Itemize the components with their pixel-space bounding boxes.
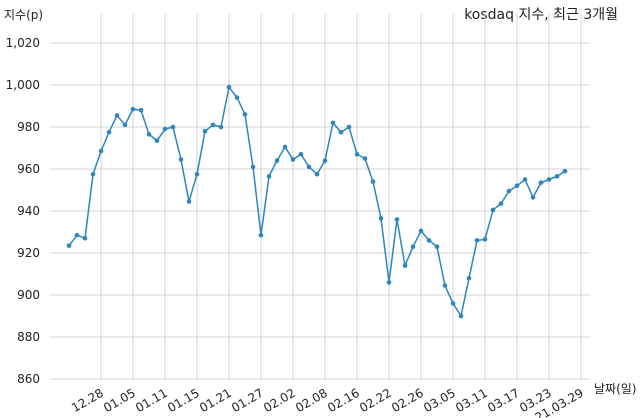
data-point	[522, 177, 528, 182]
data-point	[386, 280, 392, 285]
x-tick-label: 01.15	[165, 386, 202, 415]
data-point	[210, 122, 216, 128]
x-tick-label: 01.27	[229, 386, 266, 415]
x-tick-label: 02.26	[389, 386, 426, 415]
data-point	[122, 122, 128, 128]
x-tick-label: 01.11	[133, 386, 170, 415]
data-point	[314, 171, 320, 177]
series-line	[68, 86, 566, 317]
y-tick-label: 1,000	[6, 78, 40, 92]
data-point	[418, 228, 424, 234]
data-point	[458, 313, 464, 319]
data-point	[354, 152, 360, 157]
data-point	[226, 84, 232, 90]
series-line-layer	[68, 86, 566, 317]
data-points	[66, 84, 568, 319]
data-point	[362, 156, 368, 161]
data-point	[82, 236, 88, 241]
data-point	[514, 183, 520, 189]
x-tick-labels: 12.2801.0501.1101.1501.2101.2702.0202.08…	[69, 386, 586, 418]
y-tick-label: 980	[17, 120, 40, 134]
x-tick-label: 03.17	[485, 386, 522, 415]
x-tick-label: 12.28	[69, 386, 106, 415]
data-point	[562, 168, 568, 174]
data-point	[218, 124, 224, 130]
data-point	[394, 217, 400, 222]
data-point	[442, 283, 448, 288]
x-tick-label: 03.05	[421, 386, 458, 415]
data-point	[554, 174, 560, 179]
data-point	[242, 112, 248, 117]
data-point	[170, 124, 176, 130]
data-point	[298, 152, 304, 157]
x-tick-label: 02.02	[261, 386, 298, 415]
data-point	[474, 238, 480, 243]
data-point	[426, 238, 432, 243]
grid-lines	[50, 14, 590, 380]
data-point	[266, 174, 272, 179]
data-point	[410, 244, 416, 249]
data-point	[330, 120, 336, 126]
data-point	[154, 138, 160, 143]
data-point	[346, 124, 352, 130]
data-point	[138, 107, 144, 113]
data-point	[498, 201, 504, 206]
data-point	[378, 216, 384, 221]
data-point	[90, 171, 96, 177]
y-tick-label: 860	[17, 372, 40, 386]
y-tick-labels: 860 880 900 920 940 960 980 1,000 1,020	[6, 36, 40, 386]
data-point	[130, 106, 136, 112]
data-point	[162, 126, 168, 132]
x-tick-label: 01.21	[197, 386, 234, 415]
data-point	[466, 275, 472, 281]
data-point	[194, 171, 200, 177]
data-point	[434, 244, 440, 249]
data-point	[258, 232, 264, 238]
data-point	[506, 188, 512, 194]
data-point	[450, 301, 456, 306]
data-point	[290, 157, 296, 162]
y-tick-label: 880	[17, 330, 40, 344]
data-point	[274, 158, 280, 163]
data-point	[74, 232, 80, 238]
y-axis-label: 지수(p)	[4, 8, 44, 22]
data-point	[338, 129, 344, 135]
data-point	[322, 158, 328, 163]
data-point	[546, 177, 552, 182]
chart-title: kosdaq 지수, 최근 3개월	[464, 7, 618, 23]
y-tick-label: 960	[17, 162, 40, 176]
x-tick-label: 02.22	[357, 386, 394, 415]
y-tick-label: 1,020	[6, 36, 40, 50]
data-point	[538, 180, 544, 185]
x-tick-label: 03.11	[453, 386, 490, 415]
data-point	[306, 164, 312, 170]
data-point	[250, 164, 256, 170]
data-point	[146, 132, 152, 137]
data-point	[482, 237, 488, 242]
data-point	[106, 129, 112, 135]
data-point	[178, 157, 184, 162]
x-tick-label: 02.08	[293, 386, 330, 415]
data-point	[402, 263, 408, 268]
data-point	[234, 95, 240, 100]
data-point	[490, 207, 496, 213]
data-point	[114, 113, 120, 118]
data-point	[202, 128, 208, 134]
data-point	[98, 148, 104, 154]
x-tick-label: 02.16	[325, 386, 362, 415]
y-tick-label: 940	[17, 204, 40, 218]
x-axis-label: 날짜(일)	[594, 382, 637, 396]
data-point	[370, 179, 376, 184]
data-point	[530, 195, 536, 200]
y-tick-label: 900	[17, 288, 40, 302]
y-tick-label: 920	[17, 246, 40, 260]
data-point	[282, 144, 288, 150]
data-point	[186, 199, 192, 204]
data-point	[66, 243, 72, 248]
x-tick-label: 01.05	[101, 386, 138, 415]
